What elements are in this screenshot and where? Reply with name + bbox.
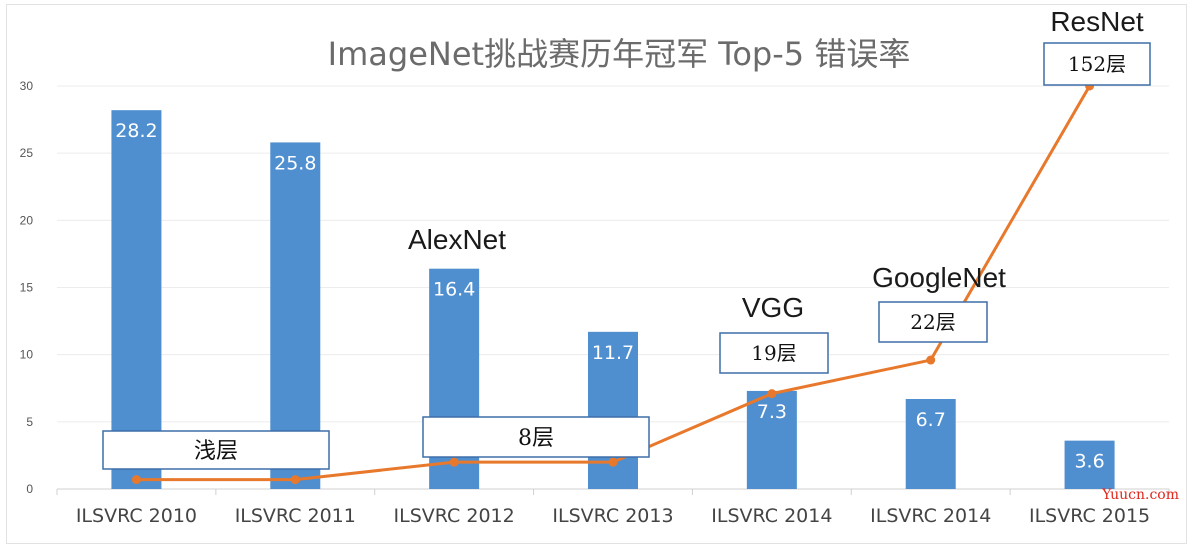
y-tick-label: 10 (20, 348, 34, 362)
bar-value-labels: 28.2 25.8 16.4 11.7 7.3 6.7 3.6 (115, 120, 1104, 472)
x-tick-label: ILSVRC 2011 (235, 505, 356, 527)
bar (1064, 440, 1115, 489)
bar-value-label: 3.6 (1074, 451, 1104, 473)
model-name-labels: AlexNet VGG GoogleNet ResNet (408, 6, 1144, 323)
bar-value-label: 7.3 (757, 401, 787, 423)
layer-box (422, 416, 650, 458)
x-tick-label: ILSVRC 2013 (552, 505, 673, 527)
bar (111, 110, 162, 490)
depth-point (290, 475, 300, 485)
bar-value-label: 25.8 (274, 152, 316, 174)
x-tick-label: ILSVRC 2015 (1029, 505, 1150, 527)
y-tick-label: 5 (26, 415, 33, 429)
layer-box (878, 301, 988, 343)
layer-box-label: 浅层 (194, 439, 238, 464)
depth-point (449, 457, 459, 467)
layer-box-label: 152层 (1068, 52, 1126, 76)
chart-frame: ImageNet挑战赛历年冠军 Top-5 错误率 0 5 10 15 20 25 30 2… (6, 4, 1187, 544)
chart-title: ImageNet挑战赛历年冠军 Top-5 错误率 (328, 35, 911, 73)
depth-point (608, 457, 618, 467)
bar-value-label: 16.4 (433, 279, 475, 301)
depth-point (767, 389, 777, 399)
layer-box (719, 332, 829, 374)
x-tick-label: ILSVRC 2010 (76, 505, 197, 527)
bar-value-label: 11.7 (592, 342, 634, 364)
layer-box (102, 430, 330, 470)
bar (746, 390, 797, 489)
x-tick-label: ILSVRC 2012 (394, 505, 515, 527)
depth-point (926, 355, 936, 365)
y-tick-label: 15 (20, 281, 34, 295)
layer-box-label: 19层 (751, 341, 796, 365)
depth-point (131, 475, 141, 485)
bar (905, 398, 956, 489)
y-tick-label: 25 (20, 146, 34, 160)
model-name-label: GoogleNet (872, 262, 1006, 293)
y-axis-ticks: 0 5 10 15 20 25 30 (20, 79, 34, 496)
layer-boxes: 浅层 8层 19层 22层 152层 (102, 42, 1151, 470)
layer-box-label: 22层 (910, 310, 955, 334)
model-name-label: VGG (742, 292, 804, 323)
watermark: Yuucn.com (1101, 487, 1179, 503)
x-tick-label: ILSVRC 2014 (870, 505, 991, 527)
chart-svg: ImageNet挑战赛历年冠军 Top-5 错误率 0 5 10 15 20 25 30 2… (20, 6, 1179, 527)
model-name-label: ResNet (1050, 6, 1144, 37)
y-tick-label: 20 (20, 213, 34, 227)
bar-value-label: 6.7 (916, 409, 946, 431)
y-tick-label: 30 (20, 79, 34, 93)
x-axis-ticks: ILSVRC 2010 ILSVRC 2011 ILSVRC 2012 ILSVRC … (56, 489, 1170, 527)
layer-box (1043, 42, 1151, 86)
x-tick-label: ILSVRC 2014 (711, 505, 832, 527)
y-tick-label: 0 (26, 482, 33, 496)
bar-value-label: 28.2 (115, 120, 157, 142)
model-name-label: AlexNet (408, 224, 506, 255)
layer-box-label: 8层 (518, 426, 554, 451)
